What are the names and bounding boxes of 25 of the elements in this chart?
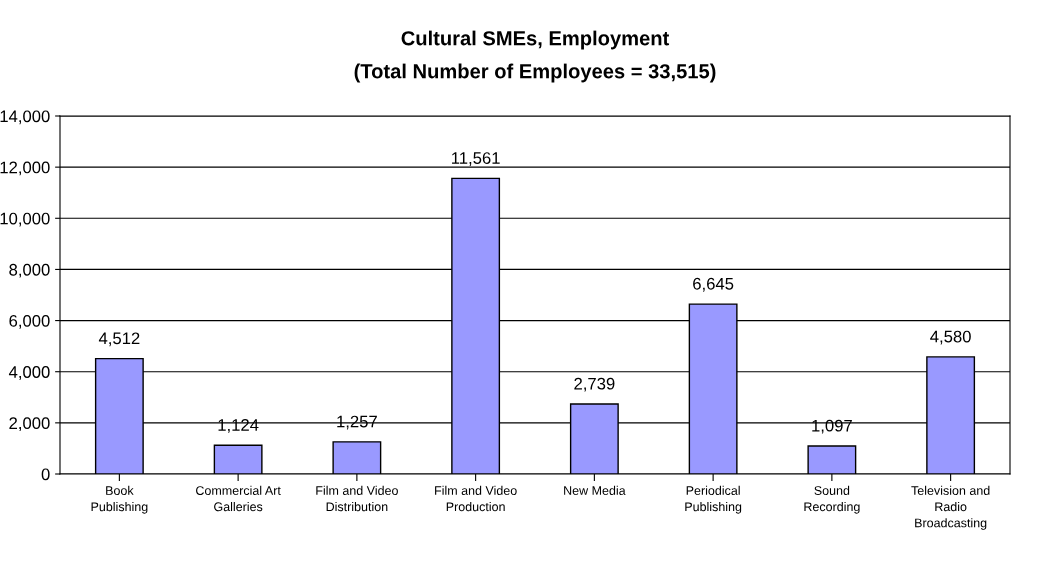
x-tick-label: Sound Recording: [804, 485, 860, 514]
data-label: 1,097: [812, 419, 852, 434]
y-tick-label: 6,000: [9, 314, 50, 329]
x-tick-label: Film and Video Production: [435, 485, 517, 512]
x-tick-label: Commercial Art Galleries: [196, 485, 281, 512]
y-tick-label: 2,000: [9, 417, 50, 432]
x-tick-label: Book Publishing: [91, 485, 148, 514]
data-label: 1,124: [218, 419, 259, 433]
y-tick-label: 4,000: [8, 366, 50, 380]
chart-subtitle: (Total Number of Employees = 33,515): [354, 63, 716, 83]
x-tick-label: Film and Video Distribution: [316, 485, 398, 512]
x-tick-label: Periodical Publishing: [685, 485, 742, 514]
data-label: 4,512: [98, 332, 140, 347]
data-label: 4,580: [930, 330, 971, 345]
y-tick-label: 0: [41, 468, 50, 481]
y-tick-label: 14,000: [0, 110, 50, 125]
chart-title: Cultural SMEs, Employment: [401, 30, 670, 50]
y-tick-label: 12,000: [0, 161, 50, 176]
x-tick-label: New Media: [564, 485, 626, 495]
data-label: 6,645: [693, 277, 734, 292]
y-tick-label: 10,000: [0, 212, 50, 227]
data-label: 2,739: [574, 377, 615, 392]
data-label: 11,561: [452, 152, 500, 166]
y-tick-label: 8,000: [9, 263, 50, 278]
x-tick-label: Television and Radio Broadcasting: [911, 485, 990, 530]
